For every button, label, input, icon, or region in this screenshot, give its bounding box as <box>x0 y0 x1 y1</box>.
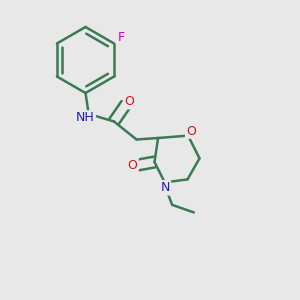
Text: O: O <box>125 95 134 108</box>
Text: O: O <box>186 124 196 138</box>
Text: F: F <box>118 31 125 44</box>
Text: NH: NH <box>76 111 95 124</box>
Text: O: O <box>128 158 137 172</box>
Text: N: N <box>160 181 170 194</box>
